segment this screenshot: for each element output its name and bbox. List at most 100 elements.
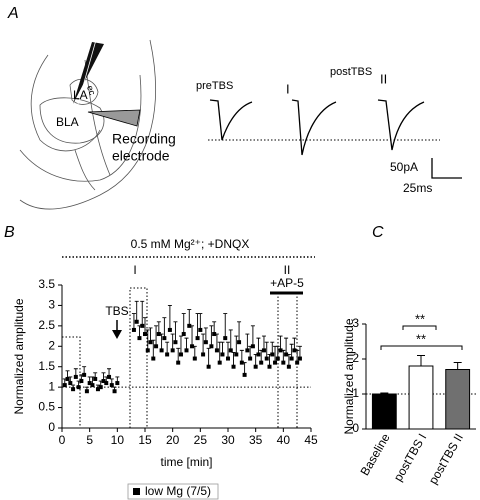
point — [273, 360, 278, 365]
point — [162, 336, 167, 341]
point — [253, 364, 258, 369]
point — [73, 374, 78, 379]
point — [239, 360, 244, 365]
point — [68, 381, 73, 386]
error-bar — [295, 349, 300, 363]
y-tick-label: 2 — [48, 338, 55, 352]
annotation: I — [133, 263, 136, 277]
recording-electrode — [87, 109, 141, 127]
error-bar — [275, 345, 280, 359]
point — [154, 344, 159, 349]
point — [198, 327, 203, 332]
point — [248, 356, 253, 361]
point — [82, 372, 87, 377]
stimulating-electrode — [73, 39, 104, 105]
y-axis-label: Normalized amplitude — [342, 318, 356, 434]
point — [228, 348, 233, 353]
point — [226, 356, 230, 361]
error-bar — [297, 345, 302, 359]
x-axis-label: time [min] — [160, 455, 212, 469]
point — [71, 387, 76, 392]
legend-box — [127, 483, 219, 500]
point — [143, 332, 147, 337]
point — [84, 389, 89, 394]
x-tick-label: Baseline — [358, 431, 393, 478]
x-tick-label: postTBS I — [391, 431, 429, 484]
panel-label: B — [4, 224, 15, 241]
error-bar — [181, 313, 186, 335]
y-tick-label: 3.5 — [38, 277, 55, 291]
region-label: BLA — [56, 115, 79, 129]
error-bar — [209, 325, 214, 347]
error-bar — [134, 300, 139, 322]
error-bar — [228, 329, 233, 351]
error-bar — [154, 325, 159, 347]
point — [107, 374, 112, 379]
point — [159, 348, 164, 353]
annotation: +AP-5 — [270, 276, 304, 290]
error-bar — [217, 341, 222, 363]
point — [101, 379, 106, 384]
x-tick-label: 25 — [194, 433, 208, 447]
point — [297, 356, 302, 361]
error-bar — [140, 300, 145, 326]
point — [87, 381, 92, 386]
x-tick-label: 45 — [304, 433, 318, 447]
point — [76, 385, 81, 390]
point — [151, 356, 156, 361]
point — [95, 387, 100, 392]
electrode-label: electrode — [112, 148, 170, 164]
scale-bar — [431, 158, 462, 179]
point — [137, 336, 142, 341]
point — [261, 348, 266, 353]
error-bar — [184, 337, 189, 351]
point — [178, 352, 183, 357]
point — [231, 364, 236, 369]
error-bar — [151, 339, 156, 359]
error-bar — [198, 313, 203, 330]
window-boxes — [62, 287, 298, 428]
error-bar — [131, 313, 136, 330]
error-bar — [148, 327, 153, 343]
error-bar — [195, 313, 200, 339]
error-bar — [261, 335, 266, 351]
electrode-label: Recording — [112, 131, 176, 147]
point — [250, 344, 255, 349]
point — [187, 323, 192, 328]
error-bar — [167, 304, 172, 330]
point — [206, 364, 211, 369]
y-tick-label: 2.5 — [38, 318, 55, 332]
point — [112, 389, 117, 394]
y-tick-label: 3 — [48, 298, 55, 312]
error-bar — [192, 345, 197, 359]
point — [190, 344, 195, 349]
error-bar — [264, 341, 269, 359]
error-bar — [165, 341, 170, 355]
bar — [445, 369, 471, 430]
error-bar — [237, 321, 242, 343]
point — [220, 352, 225, 357]
error-bar — [176, 347, 181, 363]
error-bar — [239, 349, 244, 363]
point — [184, 348, 189, 353]
error-bar — [278, 335, 283, 351]
condition-label: 0.5 mM Mg²⁺; +DNQX — [131, 237, 250, 251]
panel-label: C — [372, 224, 384, 241]
y-tick-label: 1 — [48, 379, 55, 393]
point — [109, 383, 114, 388]
point — [281, 360, 286, 365]
point — [165, 352, 170, 357]
x-tick-label: 5 — [86, 433, 93, 447]
trace-label: I — [286, 81, 290, 96]
error-bar — [206, 347, 211, 367]
error-bar — [284, 337, 289, 355]
point — [115, 381, 120, 386]
traces — [209, 99, 425, 156]
point — [259, 360, 264, 365]
point — [156, 332, 161, 337]
error-bar — [256, 337, 261, 355]
point — [192, 356, 197, 361]
error-bar — [212, 321, 217, 335]
point — [98, 385, 103, 390]
point — [201, 352, 206, 357]
